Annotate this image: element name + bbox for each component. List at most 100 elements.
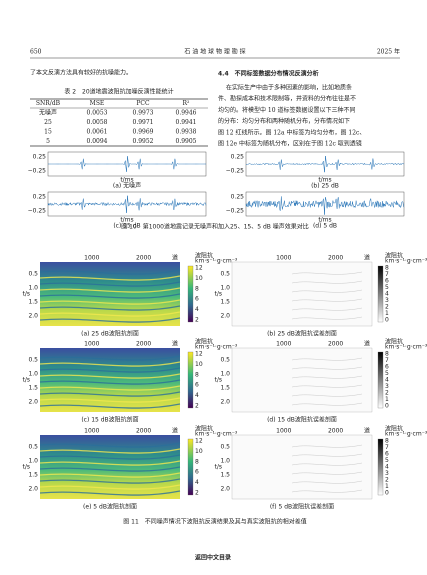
error-trace [291, 402, 363, 406]
y-tick-label: 0.5 [28, 444, 38, 451]
x-tick-label: 2000 [136, 341, 151, 348]
panel-label: (b) 25 dB波阻抗误差剖面 [267, 330, 337, 338]
table-cell: 0.0058 [87, 119, 108, 126]
error-trace [291, 289, 363, 293]
colorbar-tick: 1 [385, 483, 389, 490]
error-trace [291, 480, 363, 484]
y-tick-label: −0.25 [28, 168, 47, 175]
y-axis-unit: t/s [23, 291, 31, 298]
x-axis-unit: 道 [364, 254, 370, 262]
x-axis-label: t/ms [318, 217, 331, 224]
colorbar-tick: 5 [385, 457, 389, 464]
table-cell: 0.9941 [176, 119, 197, 126]
colorbar-tick: 5 [385, 284, 389, 291]
error-image [231, 434, 373, 500]
colorbar-tick: 4 [195, 392, 199, 399]
table-cell: 0.9969 [133, 129, 154, 136]
table-cell: 0.0094 [87, 138, 108, 145]
body-text: 图 12 红线所示。图 12a 中标签为均匀分布，图 12c、 [218, 128, 365, 136]
layer [39, 275, 181, 281]
error-trace [291, 366, 363, 370]
x-axis-unit: 道 [364, 340, 370, 348]
y-axis-unit: t/s [23, 464, 31, 471]
colorbar-tick: 10 [195, 361, 203, 368]
colorbar [377, 265, 384, 323]
colorbar-tick: 1 [385, 310, 389, 317]
y-tick-label: 2.0 [220, 486, 230, 493]
layer [39, 311, 181, 317]
x-tick-label: 1000 [276, 255, 291, 262]
colorbar-tick: 12 [195, 351, 203, 358]
colorbar-tick: 4 [385, 291, 389, 298]
layer [39, 403, 181, 409]
colorbar-unit: km·s⁻¹·g·cm⁻³ [195, 431, 238, 438]
colorbar-tick: 1 [385, 396, 389, 403]
error-trace [291, 357, 363, 361]
body-text: 件、勘探成本和技术限制等，井资料的分布往往是不 [218, 95, 356, 103]
colorbar-title: 波阻抗 [195, 252, 213, 260]
layer [39, 478, 181, 484]
colorbar-tick: 8 [385, 265, 389, 272]
colorbar-tick: 6 [385, 451, 389, 458]
x-axis-unit: 道 [172, 254, 178, 262]
colorbar-tick: 8 [385, 438, 389, 445]
panel-label: (e) 5 dB波阻抗剖面 [83, 503, 137, 511]
x-axis-label: t/ms [318, 177, 331, 184]
error-trace [291, 298, 363, 302]
y-tick-label: 1.0 [220, 371, 230, 378]
table-cell: 0.9946 [176, 110, 197, 117]
layer [39, 448, 181, 454]
y-tick-label: 1.5 [220, 385, 230, 392]
y-tick-label: 1.5 [220, 299, 230, 306]
y-tick-label: 1.0 [28, 285, 38, 292]
body-text: 了本文反演方法具有较好的抗噪能力。 [30, 69, 132, 77]
x-tick-label: 1000 [84, 341, 99, 348]
colorbar-tick: 0 [385, 490, 389, 497]
layer [39, 379, 181, 385]
panel-label: (c) 15 dB [113, 223, 140, 230]
layer [39, 361, 181, 367]
layer [39, 472, 181, 478]
table-cell: 0.9905 [176, 138, 197, 145]
waveform [245, 196, 405, 215]
layer [39, 317, 181, 323]
table-cell: 0.9952 [133, 138, 154, 145]
x-axis-unit: 道 [172, 340, 178, 348]
colorbar-tick: 6 [195, 469, 199, 476]
colorbar-unit: km·s⁻¹·g·cm⁻³ [385, 344, 427, 351]
colorbar-tick: 3 [385, 297, 389, 304]
panel-label: (d) 15 dB波阻抗误差剖面 [267, 416, 337, 424]
table-cell: 0.0061 [87, 129, 108, 136]
colorbar-tick: 6 [195, 296, 199, 303]
error-trace [291, 453, 363, 457]
colorbar-title: 波阻抗 [385, 425, 403, 433]
x-tick-label: 1000 [276, 341, 291, 348]
error-trace [291, 384, 363, 388]
colorbar-unit: km·s⁻¹·g·cm⁻³ [385, 431, 427, 438]
table-cell: 15 [44, 129, 52, 136]
y-axis-unit: t/s [215, 377, 223, 384]
journal-name: 石 油 地 球 物 理 勘 探 [184, 48, 245, 56]
table-cell: 0.9973 [133, 110, 154, 117]
colorbar-tick: 6 [385, 364, 389, 371]
table-cell: 25 [44, 119, 52, 126]
error-trace [291, 271, 363, 275]
back-link[interactable]: 返回中文目录 [195, 554, 231, 562]
y-tick-label: 2.0 [28, 399, 38, 406]
y-tick-label: 1.5 [220, 472, 230, 479]
y-tick-label: 1.0 [220, 458, 230, 465]
colorbar-tick: 2 [385, 390, 389, 397]
y-tick-label: 1.5 [28, 299, 38, 306]
y-tick-label: 0.25 [231, 194, 245, 201]
panel-label: (d) 5 dB [313, 223, 337, 230]
x-tick-label: 2000 [136, 428, 151, 435]
y-tick-label: 1.0 [28, 458, 38, 465]
y-tick-label: 0.5 [220, 357, 230, 364]
y-tick-label: 1.5 [28, 472, 38, 479]
colorbar-tick: 0 [385, 317, 389, 324]
waveform [47, 195, 207, 213]
y-tick-label: 1.0 [28, 371, 38, 378]
y-tick-label: 0.5 [28, 357, 38, 364]
x-tick-label: 1000 [84, 255, 99, 262]
y-tick-label: −0.25 [226, 168, 245, 175]
